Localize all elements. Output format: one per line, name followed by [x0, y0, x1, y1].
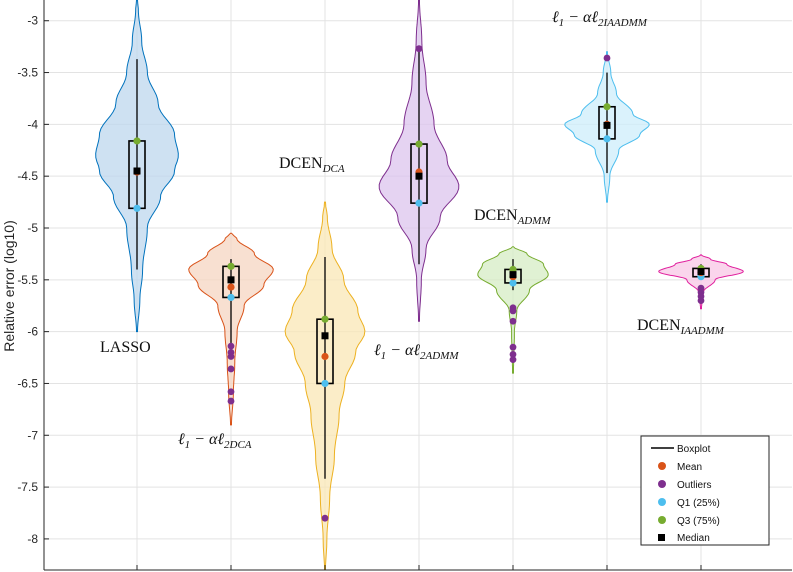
mean-point — [321, 352, 329, 361]
legend-outliers-label: Outliers — [677, 480, 711, 491]
q1-point — [509, 279, 517, 287]
series-label-3: DCENDCA — [279, 155, 345, 175]
y-tick-label: -7 — [27, 428, 38, 442]
outlier-point — [509, 317, 517, 325]
q1-point — [415, 199, 423, 207]
median-marker — [227, 276, 235, 284]
violin-2 — [188, 232, 274, 426]
mean-point — [227, 283, 235, 291]
outlier-point — [227, 388, 235, 396]
q1-point — [133, 204, 141, 212]
outlier-point — [509, 351, 517, 358]
y-tick-label: -3 — [27, 14, 38, 28]
y-tick-label: -7.5 — [17, 480, 38, 494]
outlier-point — [509, 307, 517, 315]
median-marker — [603, 121, 611, 129]
outlier-point — [603, 54, 611, 62]
legend-median-label: Median — [677, 533, 710, 544]
outlier-point — [697, 297, 705, 304]
series-label-7: DCENIAADMM — [637, 317, 725, 337]
q3-point — [415, 140, 423, 148]
y-tick-label: -3.5 — [17, 66, 38, 80]
q1-point — [321, 379, 329, 388]
y-tick-label: -8 — [27, 532, 38, 546]
legend-median-marker — [658, 534, 665, 541]
q3-point — [227, 262, 235, 270]
series-label-6: ℓ1 − αℓ2IAADMM — [552, 9, 648, 29]
y-tick-label: -4.5 — [17, 169, 38, 183]
violin-6 — [564, 51, 650, 203]
q1-point — [603, 135, 611, 143]
violin-5 — [477, 246, 549, 374]
y-tick-label: -6.5 — [17, 376, 38, 390]
violins — [95, 0, 744, 571]
violin-7 — [658, 254, 744, 310]
series-label-2: ℓ1 − αℓ2DCA — [178, 431, 252, 451]
median-marker — [415, 172, 423, 180]
y-tick-label: -6 — [27, 325, 38, 339]
outlier-point — [415, 45, 423, 53]
outlier-point — [321, 514, 329, 522]
y-tick-label: -5.5 — [17, 273, 38, 287]
violin-3 — [284, 201, 366, 571]
series-label-1: LASSO — [100, 339, 151, 356]
q3-point — [133, 137, 141, 145]
legend-q3-label: Q3 (75%) — [677, 516, 720, 527]
legend-outliers-marker — [658, 480, 666, 488]
legend-q3-marker — [658, 516, 666, 524]
legend: Boxplot Mean Outliers Q1 (25%) Q3 (75%) … — [640, 435, 770, 546]
y-tick-label: -5 — [27, 221, 38, 235]
legend-mean-marker — [658, 462, 666, 470]
q3-point — [321, 315, 329, 323]
median-marker — [133, 167, 141, 175]
outlier-point — [227, 397, 235, 405]
legend-q1-label: Q1 (25%) — [677, 498, 720, 509]
y-axis-label: Relative error (log10) — [1, 220, 17, 352]
series-label-4: ℓ1 − αℓ2ADMM — [374, 342, 459, 362]
violin-labels: LASSO ℓ1 − αℓ2DCA DCENDCA ℓ1 − αℓ2ADMM DCENA… — [100, 9, 725, 451]
median-marker — [509, 271, 517, 279]
median-marker — [697, 268, 705, 276]
legend-q1-marker — [658, 498, 666, 506]
legend-boxplot-label: Boxplot — [677, 444, 711, 455]
median-marker — [321, 332, 329, 340]
outlier-point — [227, 365, 235, 373]
series-label-5: DCENADMM — [474, 207, 551, 227]
y-tick-label: -4 — [27, 117, 38, 131]
legend-mean-label: Mean — [677, 462, 702, 473]
outlier-point — [509, 343, 517, 351]
q1-point — [227, 293, 235, 302]
axes: -3 -3.5 -4 -4.5 -5 -5.5 -6 -6.5 -7 -7.5 -8 — [17, 0, 792, 571]
violin-1 — [95, 0, 179, 333]
q3-point — [603, 103, 611, 111]
outlier-point — [227, 353, 235, 360]
outlier-point — [509, 356, 517, 364]
outlier-point — [227, 342, 235, 350]
violin-4 — [378, 0, 460, 322]
